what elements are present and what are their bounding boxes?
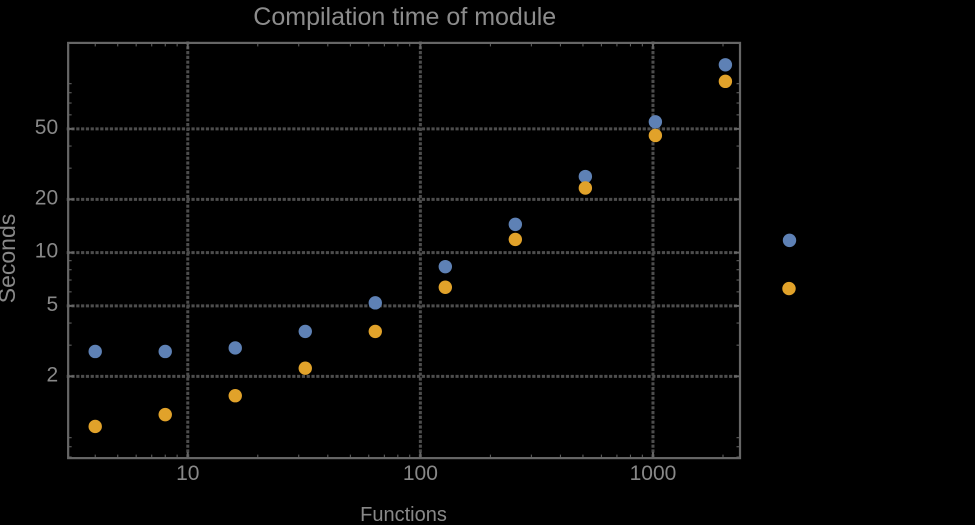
svg-text:Functions: Functions — [360, 504, 447, 525]
svg-text:10: 10 — [35, 240, 58, 263]
svg-text:10: 10 — [176, 462, 199, 485]
svg-text:5: 5 — [46, 293, 58, 316]
svg-text:100: 100 — [403, 462, 438, 485]
svg-text:Seconds: Seconds — [0, 214, 20, 304]
svg-text:1000: 1000 — [630, 462, 677, 485]
svg-text:Compilation time of module: Compilation time of module — [253, 3, 556, 31]
svg-text:20: 20 — [35, 186, 58, 209]
svg-text:2: 2 — [46, 363, 58, 386]
svg-text:50: 50 — [35, 116, 58, 139]
